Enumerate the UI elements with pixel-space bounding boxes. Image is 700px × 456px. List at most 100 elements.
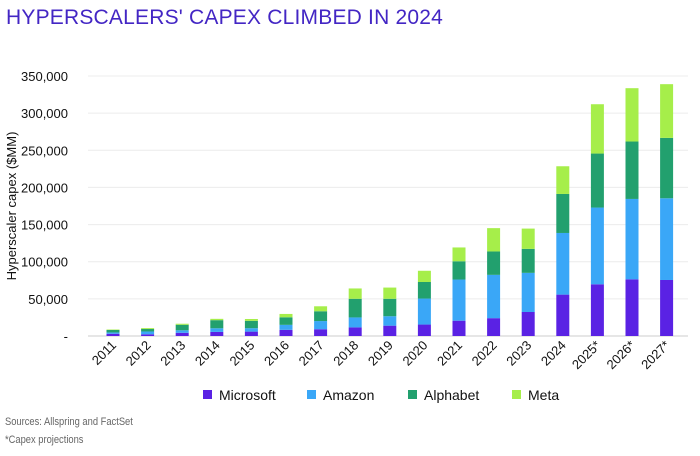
bar-meta-2012 xyxy=(141,328,155,330)
y-tick-label: 300,000 xyxy=(21,106,68,121)
y-axis-ticks: - 50,000 100,000 150,000 200,000 250,000 300,0… xyxy=(21,69,68,344)
bar-amazon-2026 xyxy=(625,198,639,280)
bar-alphabet-2017 xyxy=(314,311,328,322)
bar-microsoft-2022 xyxy=(487,318,501,336)
x-tick-label: 2019 xyxy=(365,338,396,369)
bar-meta-2017 xyxy=(314,306,328,312)
bar-microsoft-2012 xyxy=(141,334,155,336)
bar-meta-2023 xyxy=(521,228,535,249)
bar-amazon-2012 xyxy=(141,331,155,335)
x-tick-label: 2011 xyxy=(89,338,119,368)
y-tick-label: - xyxy=(64,329,68,344)
bar-microsoft-2013 xyxy=(175,332,189,336)
bar-microsoft-2018 xyxy=(348,327,362,336)
bar-meta-2025 xyxy=(590,104,604,154)
bar-alphabet-2026 xyxy=(625,141,639,199)
bar-alphabet-2020 xyxy=(417,281,431,299)
bar-meta-2022 xyxy=(487,228,501,252)
footnote: *Capex projections xyxy=(5,434,84,446)
bar-microsoft-2024 xyxy=(556,294,570,336)
bar-meta-2014 xyxy=(210,318,224,321)
x-tick-label: 2024 xyxy=(538,338,569,369)
bar-meta-2021 xyxy=(452,247,466,262)
bar-amazon-2022 xyxy=(487,274,501,319)
bar-amazon-2021 xyxy=(452,279,466,321)
bar-alphabet-2023 xyxy=(521,248,535,273)
x-tick-label: 2017 xyxy=(296,338,327,369)
bar-amazon-2016 xyxy=(279,324,293,330)
legend-swatch-microsoft xyxy=(203,390,212,399)
legend-label-amazon: Amazon xyxy=(323,387,374,403)
x-tick-label: 2012 xyxy=(123,338,154,369)
x-tick-label: 2022 xyxy=(469,338,500,369)
bar-microsoft-2014 xyxy=(210,331,224,336)
y-tick-label: 150,000 xyxy=(21,218,68,233)
bar-meta-2013 xyxy=(175,323,189,325)
bar-alphabet-2018 xyxy=(348,298,362,318)
bar-amazon-2014 xyxy=(210,328,224,332)
chart-title: HYPERSCALERS' CAPEX CLIMBED IN 2024 xyxy=(6,6,443,29)
bar-amazon-2018 xyxy=(348,317,362,328)
y-tick-label: 50,000 xyxy=(28,292,68,307)
bar-meta-2020 xyxy=(417,270,431,282)
bar-meta-2024 xyxy=(556,166,570,194)
x-tick-label: 2013 xyxy=(157,338,188,369)
bar-alphabet-2012 xyxy=(141,329,155,332)
bar-amazon-2013 xyxy=(175,330,189,333)
bar-alphabet-2016 xyxy=(279,317,293,325)
bar-microsoft-2017 xyxy=(314,329,328,336)
bar-alphabet-2025 xyxy=(590,153,604,208)
bar-alphabet-2027 xyxy=(660,137,674,199)
bar-alphabet-2019 xyxy=(383,298,397,317)
bar-alphabet-2021 xyxy=(452,261,466,280)
sources-note: Sources: Allspring and FactSet xyxy=(5,416,133,428)
legend-swatch-meta xyxy=(512,390,521,399)
x-tick-label: 2021 xyxy=(434,338,465,369)
bar-amazon-2020 xyxy=(417,298,431,325)
legend: Microsoft Amazon Alphabet Meta xyxy=(203,387,559,403)
y-tick-label: 100,000 xyxy=(21,255,68,270)
bar-amazon-2027 xyxy=(660,198,674,280)
bar-amazon-2015 xyxy=(244,328,258,332)
bar-alphabet-2014 xyxy=(210,320,224,329)
x-tick-label: 2020 xyxy=(399,338,430,369)
bar-microsoft-2026 xyxy=(625,279,639,336)
x-tick-label: 2023 xyxy=(503,338,534,369)
bar-alphabet-2024 xyxy=(556,193,570,233)
bar-meta-2016 xyxy=(279,313,293,318)
bar-alphabet-2013 xyxy=(175,324,189,331)
x-tick-label: 2018 xyxy=(330,338,361,369)
x-tick-label: 2027* xyxy=(638,338,673,373)
bar-microsoft-2027 xyxy=(660,279,674,336)
legend-label-alphabet: Alphabet xyxy=(424,387,479,403)
legend-swatch-alphabet xyxy=(408,390,417,399)
bar-amazon-2024 xyxy=(556,232,570,295)
bar-meta-2026 xyxy=(625,88,639,142)
bar-microsoft-2025 xyxy=(590,284,604,336)
x-axis-ticks: 2011 2012 2013 2014 2015 2016 2017 2018 2019 2020… xyxy=(89,338,673,373)
bar-microsoft-2023 xyxy=(521,312,535,336)
bar-microsoft-2016 xyxy=(279,329,293,336)
bar-microsoft-2021 xyxy=(452,320,466,336)
bar-alphabet-2022 xyxy=(487,251,501,275)
bar-amazon-2023 xyxy=(521,272,535,313)
y-tick-label: 250,000 xyxy=(21,143,68,158)
bar-alphabet-2015 xyxy=(244,320,258,329)
bar-amazon-2019 xyxy=(383,316,397,326)
y-tick-label: 350,000 xyxy=(21,69,68,84)
bar-microsoft-2020 xyxy=(417,324,431,336)
x-tick-label: 2016 xyxy=(261,338,292,369)
bars xyxy=(106,84,674,336)
legend-label-meta: Meta xyxy=(528,387,559,403)
x-tick-label: 2014 xyxy=(192,338,223,369)
legend-label-microsoft: Microsoft xyxy=(219,387,276,403)
y-tick-label: 200,000 xyxy=(21,180,68,195)
bar-amazon-2025 xyxy=(590,207,604,285)
y-axis-label: Hyperscaler capex ($MM) xyxy=(4,132,19,281)
bar-microsoft-2011 xyxy=(106,333,120,336)
bar-alphabet-2011 xyxy=(106,329,120,333)
x-tick-label: 2026* xyxy=(603,338,638,373)
x-tick-label: 2015 xyxy=(226,338,257,369)
bar-meta-2027 xyxy=(660,84,674,138)
